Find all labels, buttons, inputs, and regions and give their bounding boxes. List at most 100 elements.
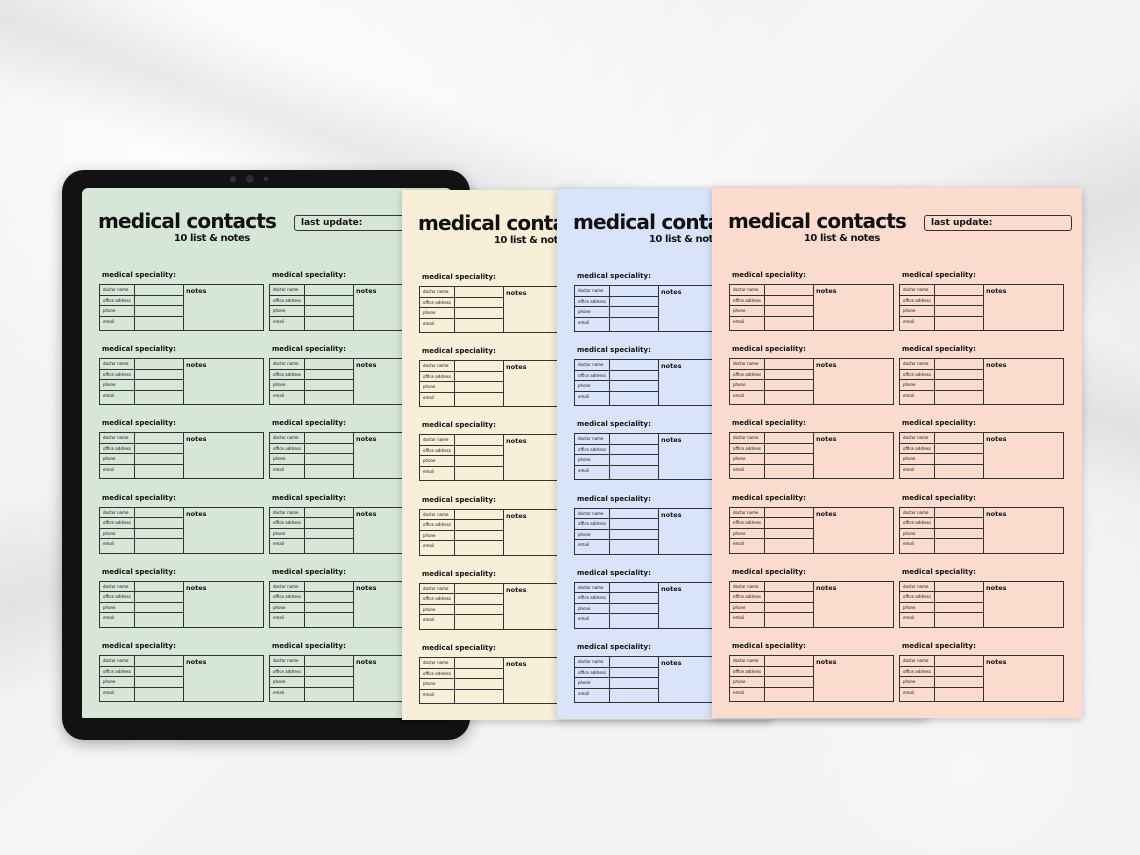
field-label: office address [100,518,183,529]
field-label: office address [100,370,183,381]
notes-label: notes [986,435,1007,444]
notes-label: notes [506,660,527,668]
field-label: office address [270,592,353,603]
field-label: office address [900,296,983,306]
speciality-label: medical speciality: [272,419,346,428]
speciality-label: medical speciality: [902,419,976,428]
field-label: doctor name [575,434,658,445]
notes-label: notes [816,583,837,592]
field-label: email [903,615,915,621]
field-label: email [733,615,745,621]
field-label: office address [575,519,658,530]
field-label: email [733,541,745,547]
field-label: email [903,541,915,547]
notes-label: notes [356,658,377,666]
field-label: office address [270,667,353,677]
divider [764,285,765,330]
field-label: doctor name [730,508,813,519]
field-label: doctor name [575,509,658,520]
field-label: email [423,543,435,549]
field-label: doctor name [575,657,658,668]
speciality-label: medical speciality: [102,493,176,502]
speciality-label: medical speciality: [272,493,346,502]
field-label: doctor name [100,656,183,667]
field-label: office address [100,667,183,677]
field-label: doctor name [100,433,183,444]
field-label: office address [730,296,813,306]
field-label: doctor name [730,285,813,296]
field-label: phone [420,679,503,690]
field-label: phone [730,454,813,465]
field-label: doctor name [270,285,353,296]
field-label: doctor name [270,359,353,370]
field-label: doctor name [900,656,983,667]
page-subtitle: 10 list & notes [648,234,726,245]
notes-label: notes [986,583,1007,592]
divider [304,507,305,553]
page-subtitle: 10 list & notes [173,233,251,244]
notes-label: notes [186,658,207,666]
speciality-label: medical speciality: [732,419,806,428]
field-label: office address [730,444,813,455]
field-label: doctor name [575,583,658,594]
speciality-label: medical speciality: [732,271,806,279]
notes-label: notes [816,287,837,295]
field-label: phone [730,380,813,391]
divider [454,287,455,332]
speciality-label: medical speciality: [102,271,176,279]
divider [764,359,765,405]
field-label: office address [730,518,813,529]
field-label: email [273,615,285,621]
field-label: doctor name [575,360,658,371]
field-label: doctor name [420,287,503,298]
field-label: email [103,541,115,547]
field-label: office address [575,371,658,382]
field-label: doctor name [270,656,353,667]
field-label: phone [730,677,813,688]
field-label: phone [900,677,983,688]
page-title: medical contacts [728,209,907,233]
divider [609,434,610,480]
field-label: doctor name [900,433,983,444]
speciality-label: medical speciality: [732,493,806,502]
speciality-label: medical speciality: [102,345,176,354]
field-label: email [273,541,285,547]
field-label: email [273,318,285,324]
field-label: office address [730,592,813,603]
notes-label: notes [661,288,682,296]
field-label: office address [270,370,353,381]
field-label: doctor name [100,285,183,296]
field-label: office address [100,592,183,603]
divider [609,582,610,628]
field-label: email [273,392,285,398]
field-label: office address [420,298,503,308]
field-label: email [733,392,745,398]
speciality-label: medical speciality: [422,421,496,430]
